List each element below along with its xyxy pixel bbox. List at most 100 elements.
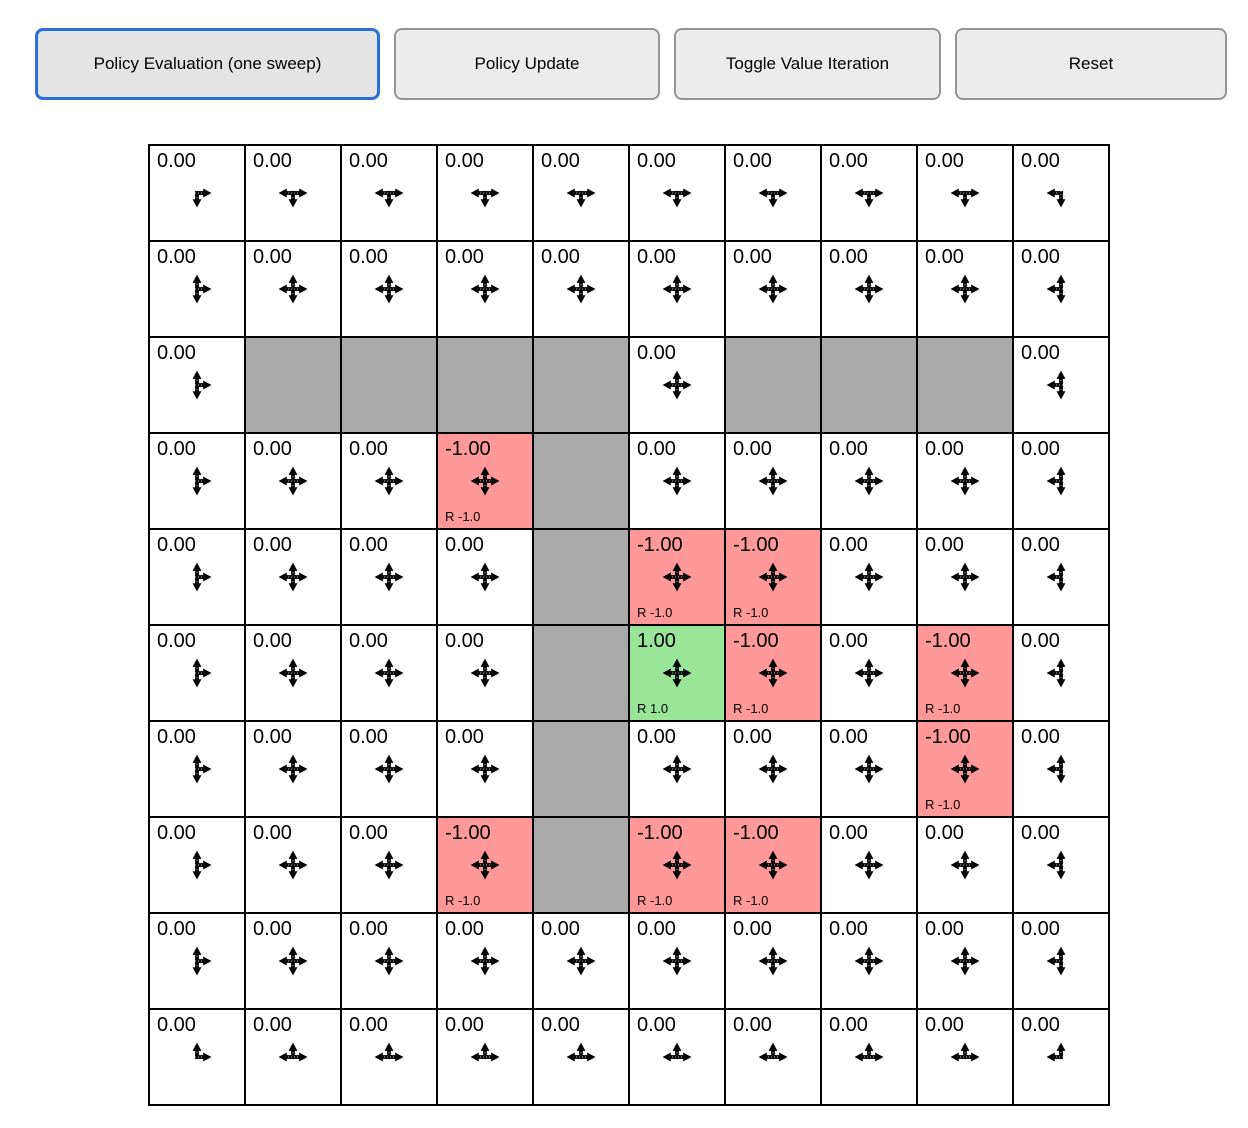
cell-r0-c6[interactable]: 0.00 bbox=[726, 146, 820, 240]
cell-r9-c6[interactable]: 0.00 bbox=[726, 1010, 820, 1104]
cell-r6-c5[interactable]: 0.00 bbox=[630, 722, 724, 816]
cell-r4-c1[interactable]: 0.00 bbox=[246, 530, 340, 624]
cell-r7-c9[interactable]: 0.00 bbox=[1014, 818, 1108, 912]
cell-r7-c8[interactable]: 0.00 bbox=[918, 818, 1012, 912]
cell-r3-c8[interactable]: 0.00 bbox=[918, 434, 1012, 528]
policy-arrows-icon bbox=[278, 188, 308, 208]
cell-r8-c8[interactable]: 0.00 bbox=[918, 914, 1012, 1008]
cell-r6-c0[interactable]: 0.00 bbox=[150, 722, 244, 816]
cell-r9-c2[interactable]: 0.00 bbox=[342, 1010, 436, 1104]
cell-r0-c2[interactable]: 0.00 bbox=[342, 146, 436, 240]
cell-r8-c4[interactable]: 0.00 bbox=[534, 914, 628, 1008]
cell-r1-c7[interactable]: 0.00 bbox=[822, 242, 916, 336]
cell-r5-c0[interactable]: 0.00 bbox=[150, 626, 244, 720]
cell-r4-c0[interactable]: 0.00 bbox=[150, 530, 244, 624]
cell-r3-c7[interactable]: 0.00 bbox=[822, 434, 916, 528]
cell-r4-c3[interactable]: 0.00 bbox=[438, 530, 532, 624]
cell-r9-c8[interactable]: 0.00 bbox=[918, 1010, 1012, 1104]
cell-r5-c7[interactable]: 0.00 bbox=[822, 626, 916, 720]
cell-r3-c6[interactable]: 0.00 bbox=[726, 434, 820, 528]
cell-r0-c9[interactable]: 0.00 bbox=[1014, 146, 1108, 240]
policy-arrows-icon bbox=[950, 658, 980, 688]
cell-r8-c5[interactable]: 0.00 bbox=[630, 914, 724, 1008]
cell-r2-c0[interactable]: 0.00 bbox=[150, 338, 244, 432]
cell-r3-c2[interactable]: 0.00 bbox=[342, 434, 436, 528]
cell-r0-c3[interactable]: 0.00 bbox=[438, 146, 532, 240]
cell-r5-c3[interactable]: 0.00 bbox=[438, 626, 532, 720]
policy-update-button[interactable]: Policy Update bbox=[394, 28, 660, 100]
cell-r3-c0[interactable]: 0.00 bbox=[150, 434, 244, 528]
cell-r9-c1[interactable]: 0.00 bbox=[246, 1010, 340, 1104]
cell-r1-c4[interactable]: 0.00 bbox=[534, 242, 628, 336]
cell-r8-c0[interactable]: 0.00 bbox=[150, 914, 244, 1008]
cell-r0-c1[interactable]: 0.00 bbox=[246, 146, 340, 240]
cell-r7-c0[interactable]: 0.00 bbox=[150, 818, 244, 912]
cell-r4-c6[interactable]: -1.00 R -1.0 bbox=[726, 530, 820, 624]
cell-r0-c4[interactable]: 0.00 bbox=[534, 146, 628, 240]
cell-r7-c3[interactable]: -1.00 R -1.0 bbox=[438, 818, 532, 912]
cell-r8-c2[interactable]: 0.00 bbox=[342, 914, 436, 1008]
cell-r4-c7[interactable]: 0.00 bbox=[822, 530, 916, 624]
cell-r4-c5[interactable]: -1.00 R -1.0 bbox=[630, 530, 724, 624]
cell-r2-c5[interactable]: 0.00 bbox=[630, 338, 724, 432]
cell-r6-c1[interactable]: 0.00 bbox=[246, 722, 340, 816]
cell-r7-c7[interactable]: 0.00 bbox=[822, 818, 916, 912]
policy-arrows-icon bbox=[566, 946, 596, 976]
cell-r1-c2[interactable]: 0.00 bbox=[342, 242, 436, 336]
cell-r3-c9[interactable]: 0.00 bbox=[1014, 434, 1108, 528]
cell-r8-c6[interactable]: 0.00 bbox=[726, 914, 820, 1008]
cell-r5-c1[interactable]: 0.00 bbox=[246, 626, 340, 720]
toggle-value-iteration-button[interactable]: Toggle Value Iteration bbox=[674, 28, 941, 100]
cell-r2-c9[interactable]: 0.00 bbox=[1014, 338, 1108, 432]
cell-r9-c5[interactable]: 0.00 bbox=[630, 1010, 724, 1104]
cell-r8-c7[interactable]: 0.00 bbox=[822, 914, 916, 1008]
cell-r8-c9[interactable]: 0.00 bbox=[1014, 914, 1108, 1008]
cell-r5-c2[interactable]: 0.00 bbox=[342, 626, 436, 720]
cell-r1-c0[interactable]: 0.00 bbox=[150, 242, 244, 336]
cell-r5-c9[interactable]: 0.00 bbox=[1014, 626, 1108, 720]
cell-value: 0.00 bbox=[349, 630, 388, 652]
cell-r5-c6[interactable]: -1.00 R -1.0 bbox=[726, 626, 820, 720]
policy-evaluation-button[interactable]: Policy Evaluation (one sweep) bbox=[35, 28, 380, 100]
cell-r9-c4[interactable]: 0.00 bbox=[534, 1010, 628, 1104]
cell-r7-c6[interactable]: -1.00 R -1.0 bbox=[726, 818, 820, 912]
cell-r1-c1[interactable]: 0.00 bbox=[246, 242, 340, 336]
cell-r0-c5[interactable]: 0.00 bbox=[630, 146, 724, 240]
cell-r3-c5[interactable]: 0.00 bbox=[630, 434, 724, 528]
cell-r7-c5[interactable]: -1.00 R -1.0 bbox=[630, 818, 724, 912]
cell-r9-c0[interactable]: 0.00 bbox=[150, 1010, 244, 1104]
cell-r0-c7[interactable]: 0.00 bbox=[822, 146, 916, 240]
policy-arrows-icon bbox=[854, 946, 884, 976]
cell-r3-c3[interactable]: -1.00 R -1.0 bbox=[438, 434, 532, 528]
cell-r1-c6[interactable]: 0.00 bbox=[726, 242, 820, 336]
cell-r6-c3[interactable]: 0.00 bbox=[438, 722, 532, 816]
cell-r1-c5[interactable]: 0.00 bbox=[630, 242, 724, 336]
cell-r6-c9[interactable]: 0.00 bbox=[1014, 722, 1108, 816]
cell-r1-c8[interactable]: 0.00 bbox=[918, 242, 1012, 336]
cell-r1-c9[interactable]: 0.00 bbox=[1014, 242, 1108, 336]
cell-r9-c9[interactable]: 0.00 bbox=[1014, 1010, 1108, 1104]
cell-r7-c2[interactable]: 0.00 bbox=[342, 818, 436, 912]
cell-r3-c1[interactable]: 0.00 bbox=[246, 434, 340, 528]
cell-r8-c1[interactable]: 0.00 bbox=[246, 914, 340, 1008]
cell-r4-c8[interactable]: 0.00 bbox=[918, 530, 1012, 624]
cell-r8-c3[interactable]: 0.00 bbox=[438, 914, 532, 1008]
cell-r6-c8[interactable]: -1.00 R -1.0 bbox=[918, 722, 1012, 816]
cell-r0-c8[interactable]: 0.00 bbox=[918, 146, 1012, 240]
reset-button[interactable]: Reset bbox=[955, 28, 1227, 100]
cell-r5-c5[interactable]: 1.00 R 1.0 bbox=[630, 626, 724, 720]
cell-r0-c0[interactable]: 0.00 bbox=[150, 146, 244, 240]
cell-r6-c6[interactable]: 0.00 bbox=[726, 722, 820, 816]
cell-r6-c2[interactable]: 0.00 bbox=[342, 722, 436, 816]
cell-r4-c9[interactable]: 0.00 bbox=[1014, 530, 1108, 624]
cell-r9-c3[interactable]: 0.00 bbox=[438, 1010, 532, 1104]
policy-arrows-icon bbox=[470, 946, 500, 976]
cell-r1-c3[interactable]: 0.00 bbox=[438, 242, 532, 336]
cell-r6-c7[interactable]: 0.00 bbox=[822, 722, 916, 816]
policy-arrows-icon bbox=[662, 466, 692, 496]
cell-r4-c2[interactable]: 0.00 bbox=[342, 530, 436, 624]
cell-r9-c7[interactable]: 0.00 bbox=[822, 1010, 916, 1104]
policy-arrows-icon bbox=[854, 850, 884, 880]
cell-r5-c8[interactable]: -1.00 R -1.0 bbox=[918, 626, 1012, 720]
cell-r7-c1[interactable]: 0.00 bbox=[246, 818, 340, 912]
